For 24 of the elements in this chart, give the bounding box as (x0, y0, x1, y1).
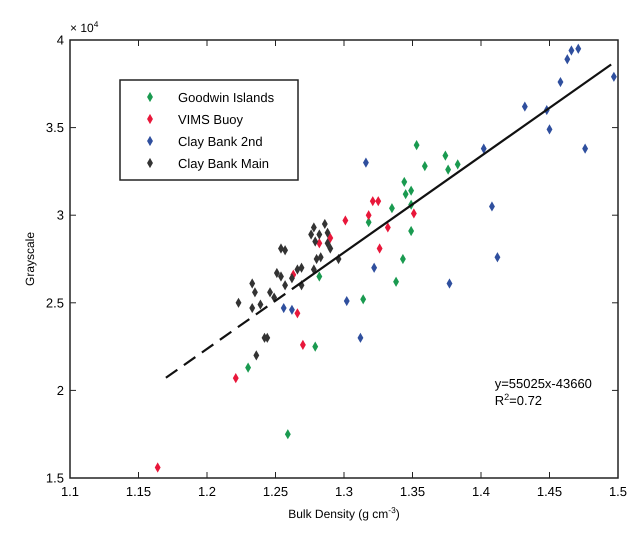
y-axis-title: Grayscale (23, 232, 37, 286)
x-tick-label: 1.15 (126, 484, 152, 499)
y-tick-label: 3.5 (46, 120, 64, 136)
x-tick-label: 1.5 (608, 484, 628, 499)
x-tick-label: 1.2 (198, 484, 216, 499)
legend-label: VIMS Buoy (178, 112, 244, 127)
x-tick-label: 1.3 (334, 484, 354, 499)
x-tick-label: 1.1 (60, 484, 80, 499)
y-tick-label: 2.5 (46, 295, 64, 310)
y-tick-label: 1.5 (46, 470, 64, 486)
legend-label: Goodwin Islands (178, 90, 275, 105)
x-tick-label: 1.25 (262, 484, 288, 499)
legend-label: Clay Bank 2nd (178, 134, 263, 149)
x-axis-title: Bulk Density (g cm$^{-3}$) (288, 505, 400, 521)
y-tick-label: 4 (56, 32, 64, 48)
x-tick-label: 1.4 (472, 484, 490, 499)
x-tick-label: 1.45 (536, 484, 562, 499)
annotation: R$^{2}$=0.72 (494, 392, 542, 408)
y-tick-label: 2 (56, 382, 64, 398)
legend-label: Clay Bank Main (178, 156, 270, 171)
annotation: y=55025x-43660 (494, 376, 592, 391)
text: × 10$^{4}$ (70, 19, 99, 35)
x-tick-label: 1.35 (400, 484, 426, 499)
y-tick-label: 3 (56, 208, 64, 223)
